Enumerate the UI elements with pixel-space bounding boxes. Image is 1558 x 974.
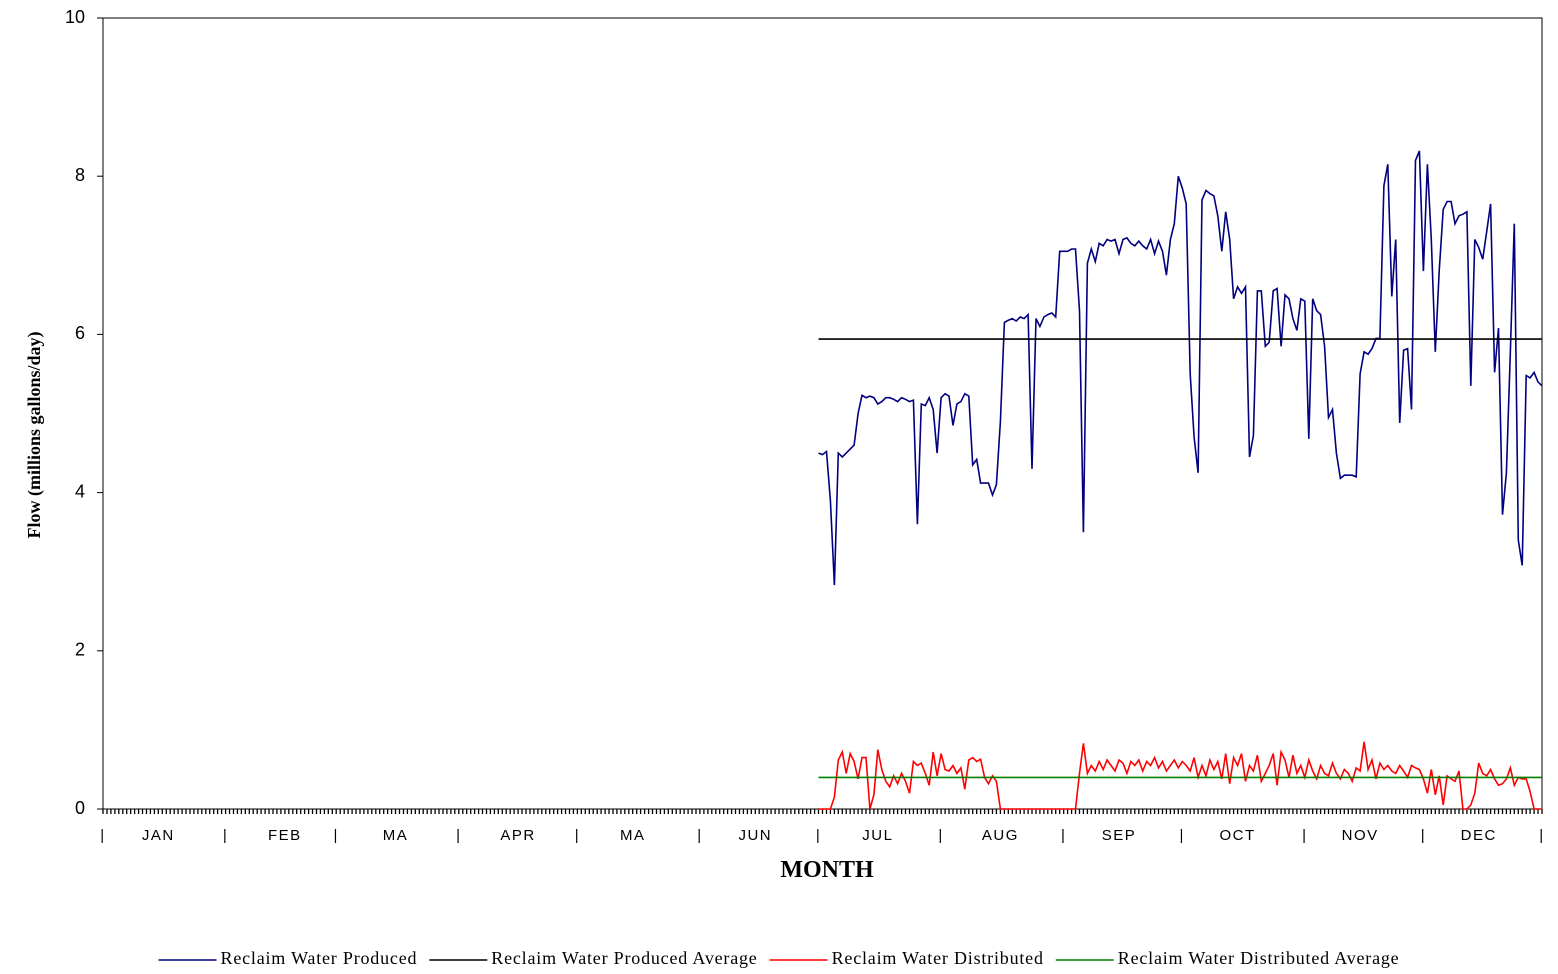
y-tick-label: 8: [75, 165, 85, 185]
legend-label: Reclaim Water Produced: [221, 948, 418, 968]
x-tick-label: |: [1061, 827, 1066, 844]
series-line: [818, 741, 1542, 810]
x-tick-label: NOV: [1342, 827, 1379, 844]
x-tick-label: JUL: [862, 827, 893, 844]
y-tick-label: 0: [75, 798, 85, 818]
x-tick-label: JAN: [142, 827, 175, 844]
x-tick-label: |: [456, 827, 461, 844]
x-axis-title: MONTH: [780, 857, 874, 883]
y-axis-title: Flow (millions gallons/day): [24, 331, 45, 538]
x-minor-ticks: [102, 809, 1543, 814]
x-tick-label: |: [1421, 827, 1426, 844]
x-tick-label: |: [816, 827, 821, 844]
x-tick-label: |: [575, 827, 580, 844]
x-tick-label: AUG: [982, 827, 1019, 844]
x-tick-label: |: [697, 827, 702, 844]
plot-frame: [102, 17, 1543, 810]
x-tick-label: DEC: [1461, 827, 1497, 844]
y-tick-label: 6: [75, 323, 85, 343]
x-tick-label: |: [1302, 827, 1307, 844]
legend-label: Reclaim Water Distributed: [832, 948, 1044, 968]
y-tick-label: 10: [65, 7, 85, 27]
y-tick-label: 4: [75, 481, 85, 501]
x-tick-label: |: [1180, 827, 1185, 844]
legend-label: Reclaim Water Distributed Average: [1118, 948, 1400, 968]
x-tick-label: SEP: [1102, 827, 1137, 844]
legend-label: Reclaim Water Produced Average: [491, 948, 757, 968]
x-tick-label: APR: [500, 827, 535, 844]
x-tick-label: |: [100, 827, 105, 844]
x-tick-label: |: [938, 827, 943, 844]
y-tick-label: 2: [75, 640, 85, 660]
x-tick-label: |: [223, 827, 228, 844]
series-line: [818, 150, 1543, 586]
x-tick-label: MA: [383, 827, 409, 844]
x-tick-label: FEB: [268, 827, 302, 844]
x-tick-label: OCT: [1220, 827, 1256, 844]
x-tick-label: JUN: [738, 827, 772, 844]
x-tick-label: |: [334, 827, 339, 844]
x-tick-label: |: [1539, 827, 1544, 844]
x-tick-label: MA: [620, 827, 646, 844]
